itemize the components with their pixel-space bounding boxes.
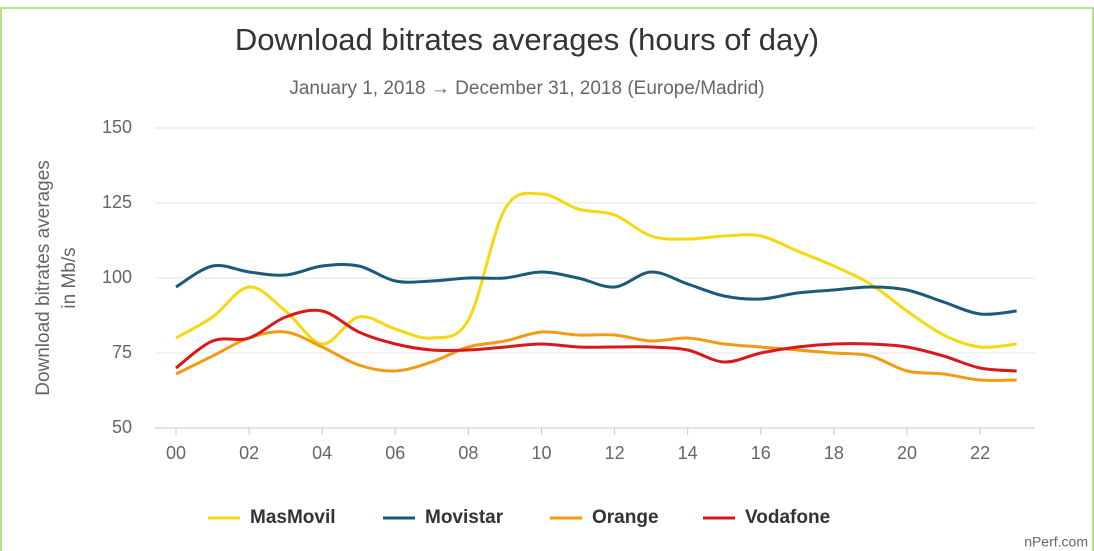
x-tick-label: 16	[751, 443, 771, 463]
y-tick-label: 150	[102, 117, 132, 137]
x-tick-label: 10	[531, 443, 551, 463]
x-tick-label: 20	[897, 443, 917, 463]
x-tick-label: 00	[166, 443, 186, 463]
chart-subtitle: January 1, 2018 → December 31, 2018 (Eur…	[289, 78, 764, 99]
source: nPerf.com	[1024, 534, 1088, 550]
legend-label: MasMovil	[250, 507, 336, 528]
x-tick-label: 14	[678, 443, 698, 463]
x-tick-label: 02	[239, 443, 259, 463]
series-line	[175, 263, 1017, 316]
series-line	[175, 308, 1017, 373]
frame	[0, 7, 1094, 551]
x-tick-label: 08	[458, 443, 478, 463]
y-tick-label: 125	[102, 192, 132, 212]
y-label-line: Download bitrates averages	[33, 160, 54, 396]
legend-label: Vodafone	[745, 507, 830, 528]
x-tick-label: 18	[824, 443, 844, 463]
x-tick-label: 04	[312, 443, 332, 463]
y-label-line: in Mb/s	[59, 247, 80, 308]
series-line	[175, 330, 1017, 382]
legend-label: Movistar	[425, 507, 504, 528]
y-tick-label: 100	[102, 267, 132, 287]
chart-title: Download bitrates averages (hours of day…	[235, 22, 819, 57]
y-axis-label: Download bitrates averages in Mb/s	[33, 160, 80, 396]
y-tick-label: 75	[112, 342, 132, 362]
x-tick-label: 12	[605, 443, 625, 463]
y-tick-label: 50	[112, 417, 132, 437]
legend-label: Orange	[592, 507, 659, 528]
x-tick-label: 06	[385, 443, 405, 463]
series-line	[175, 191, 1017, 349]
x-tick-label: 22	[970, 443, 990, 463]
